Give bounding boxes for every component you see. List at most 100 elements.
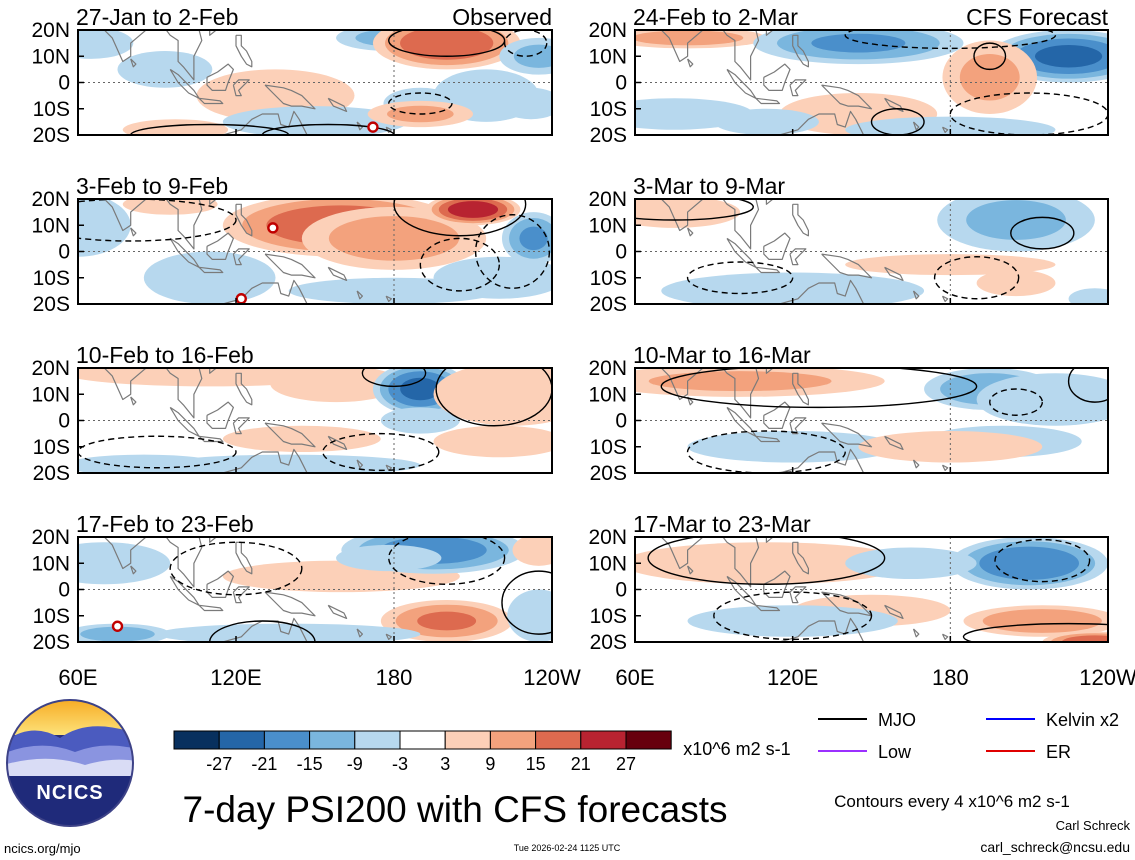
- mjo-contour-positive: [973, 42, 1007, 71]
- panel-period: 10-Mar to 16-Mar: [633, 342, 811, 368]
- coastline: [755, 604, 781, 612]
- y-tick-label: 20S: [590, 293, 627, 316]
- coastline: [356, 459, 363, 469]
- y-tick-label: 20N: [588, 357, 627, 380]
- psi-field: [635, 368, 1108, 473]
- shaded-anomaly: [635, 199, 741, 228]
- map-panel: 24-Feb to 2-Mar CFS Forecast 20N 10N 0 10S 20S: [588, 4, 1109, 147]
- mjo-contour-negative: [388, 92, 453, 115]
- colorbar-label: 21: [571, 754, 591, 774]
- shaded-anomaly: [143, 251, 276, 304]
- legend-label: MJO: [878, 710, 916, 730]
- y-tick-label: 0: [58, 241, 70, 264]
- mjo-contour-negative: [169, 541, 303, 596]
- mjo-contour-negative: [474, 214, 551, 289]
- coastline: [763, 232, 791, 260]
- coastline: [821, 253, 873, 279]
- shaded-anomaly: [117, 51, 213, 88]
- shaded-anomaly: [1068, 288, 1108, 304]
- logo-text: NCICS: [36, 782, 103, 804]
- y-tick-label: 20S: [33, 293, 70, 316]
- mjo-contour-positive: [388, 30, 506, 57]
- colorbar-label: -9: [347, 754, 363, 774]
- psi-field: [635, 537, 1108, 642]
- shaded-anomaly: [78, 542, 171, 585]
- shaded-anomaly: [400, 377, 441, 401]
- colorbar-swatch: [218, 730, 265, 750]
- coastline: [912, 290, 920, 300]
- panel-source: Observed: [452, 4, 552, 30]
- coastline: [941, 464, 949, 471]
- coastline: [78, 30, 218, 81]
- coastline: [755, 435, 781, 443]
- coastline: [884, 266, 904, 281]
- colorbar-label: 27: [616, 754, 636, 774]
- y-tick-label: 20S: [33, 124, 70, 147]
- coastline: [789, 586, 807, 604]
- storm-marker-icon: [111, 620, 124, 632]
- colorbar-label: 3: [440, 754, 450, 774]
- shaded-anomaly: [1061, 635, 1108, 642]
- coastline: [789, 79, 807, 97]
- y-tick-label: 0: [58, 72, 70, 95]
- colorbar-label: -3: [392, 754, 408, 774]
- y-tick-label: 10N: [31, 552, 70, 575]
- shaded-anomaly: [122, 119, 229, 135]
- y-tick-label: 10N: [588, 45, 627, 68]
- y-tick-label: 10S: [590, 605, 627, 628]
- coastline: [130, 227, 137, 237]
- mjo-contour-negative: [844, 30, 1057, 50]
- shaded-anomaly: [433, 425, 552, 458]
- coastline: [78, 537, 218, 588]
- coastline: [687, 58, 694, 68]
- coastline: [635, 30, 774, 81]
- mjo-contour-positive: [261, 123, 395, 135]
- colorbar-swatch: [444, 730, 491, 750]
- shaded-anomaly: [635, 30, 744, 46]
- colorbar-swatch: [309, 730, 356, 750]
- y-tick-label: 0: [615, 579, 627, 602]
- mjo-contour-positive: [501, 570, 552, 635]
- coastline: [198, 266, 224, 274]
- shaded-anomaly: [380, 407, 460, 434]
- mjo-contour-positive: [1067, 368, 1108, 403]
- colorbar-swatch: [625, 730, 672, 750]
- colorbar-swatch: [354, 730, 401, 750]
- psi-field: [78, 30, 552, 135]
- coastline: [198, 604, 224, 612]
- coastline: [884, 435, 904, 450]
- colorbar-swatch: [580, 730, 627, 750]
- colorbar-label: -15: [297, 754, 323, 774]
- x-tick-label: 120W: [1079, 665, 1135, 690]
- map-panel: 3-Feb to 9-Feb 20N 10N 0 10S 20S: [31, 173, 553, 316]
- coastline: [327, 266, 348, 281]
- site-link[interactable]: ncics.org/mjo: [4, 841, 81, 856]
- mjo-contour-negative: [419, 237, 501, 292]
- email: carl_schreck@ncsu.edu: [980, 839, 1130, 855]
- storm-marker-icon: [267, 222, 279, 234]
- coastline: [385, 633, 392, 640]
- x-tick-label: 60E: [58, 665, 97, 690]
- y-tick-label: 20N: [31, 188, 70, 211]
- y-tick-label: 10N: [31, 45, 70, 68]
- x-tick-label: 120E: [210, 665, 261, 690]
- coastline: [264, 591, 316, 617]
- timestamp: Tue 2026-02-24 1125 UTC: [514, 843, 621, 853]
- coastline: [232, 79, 250, 97]
- psi-field: [78, 368, 552, 473]
- colorbar-swatch: [535, 730, 582, 750]
- shaded-anomaly: [1034, 45, 1103, 68]
- y-tick-label: 20N: [31, 526, 70, 549]
- coastline: [687, 227, 694, 237]
- coastline: [235, 372, 253, 406]
- coastline: [792, 34, 809, 68]
- panel-period: 17-Feb to 23-Feb: [76, 511, 254, 537]
- y-tick-label: 20N: [31, 357, 70, 380]
- y-tick-label: 20N: [588, 19, 627, 42]
- storm-marker-icon: [367, 121, 379, 133]
- panel-source: CFS Forecast: [966, 4, 1108, 30]
- legend-label: ER: [1046, 742, 1071, 762]
- shaded-anomaly: [982, 609, 1102, 633]
- mjo-contour-negative: [994, 538, 1091, 583]
- shaded-anomaly: [433, 368, 552, 426]
